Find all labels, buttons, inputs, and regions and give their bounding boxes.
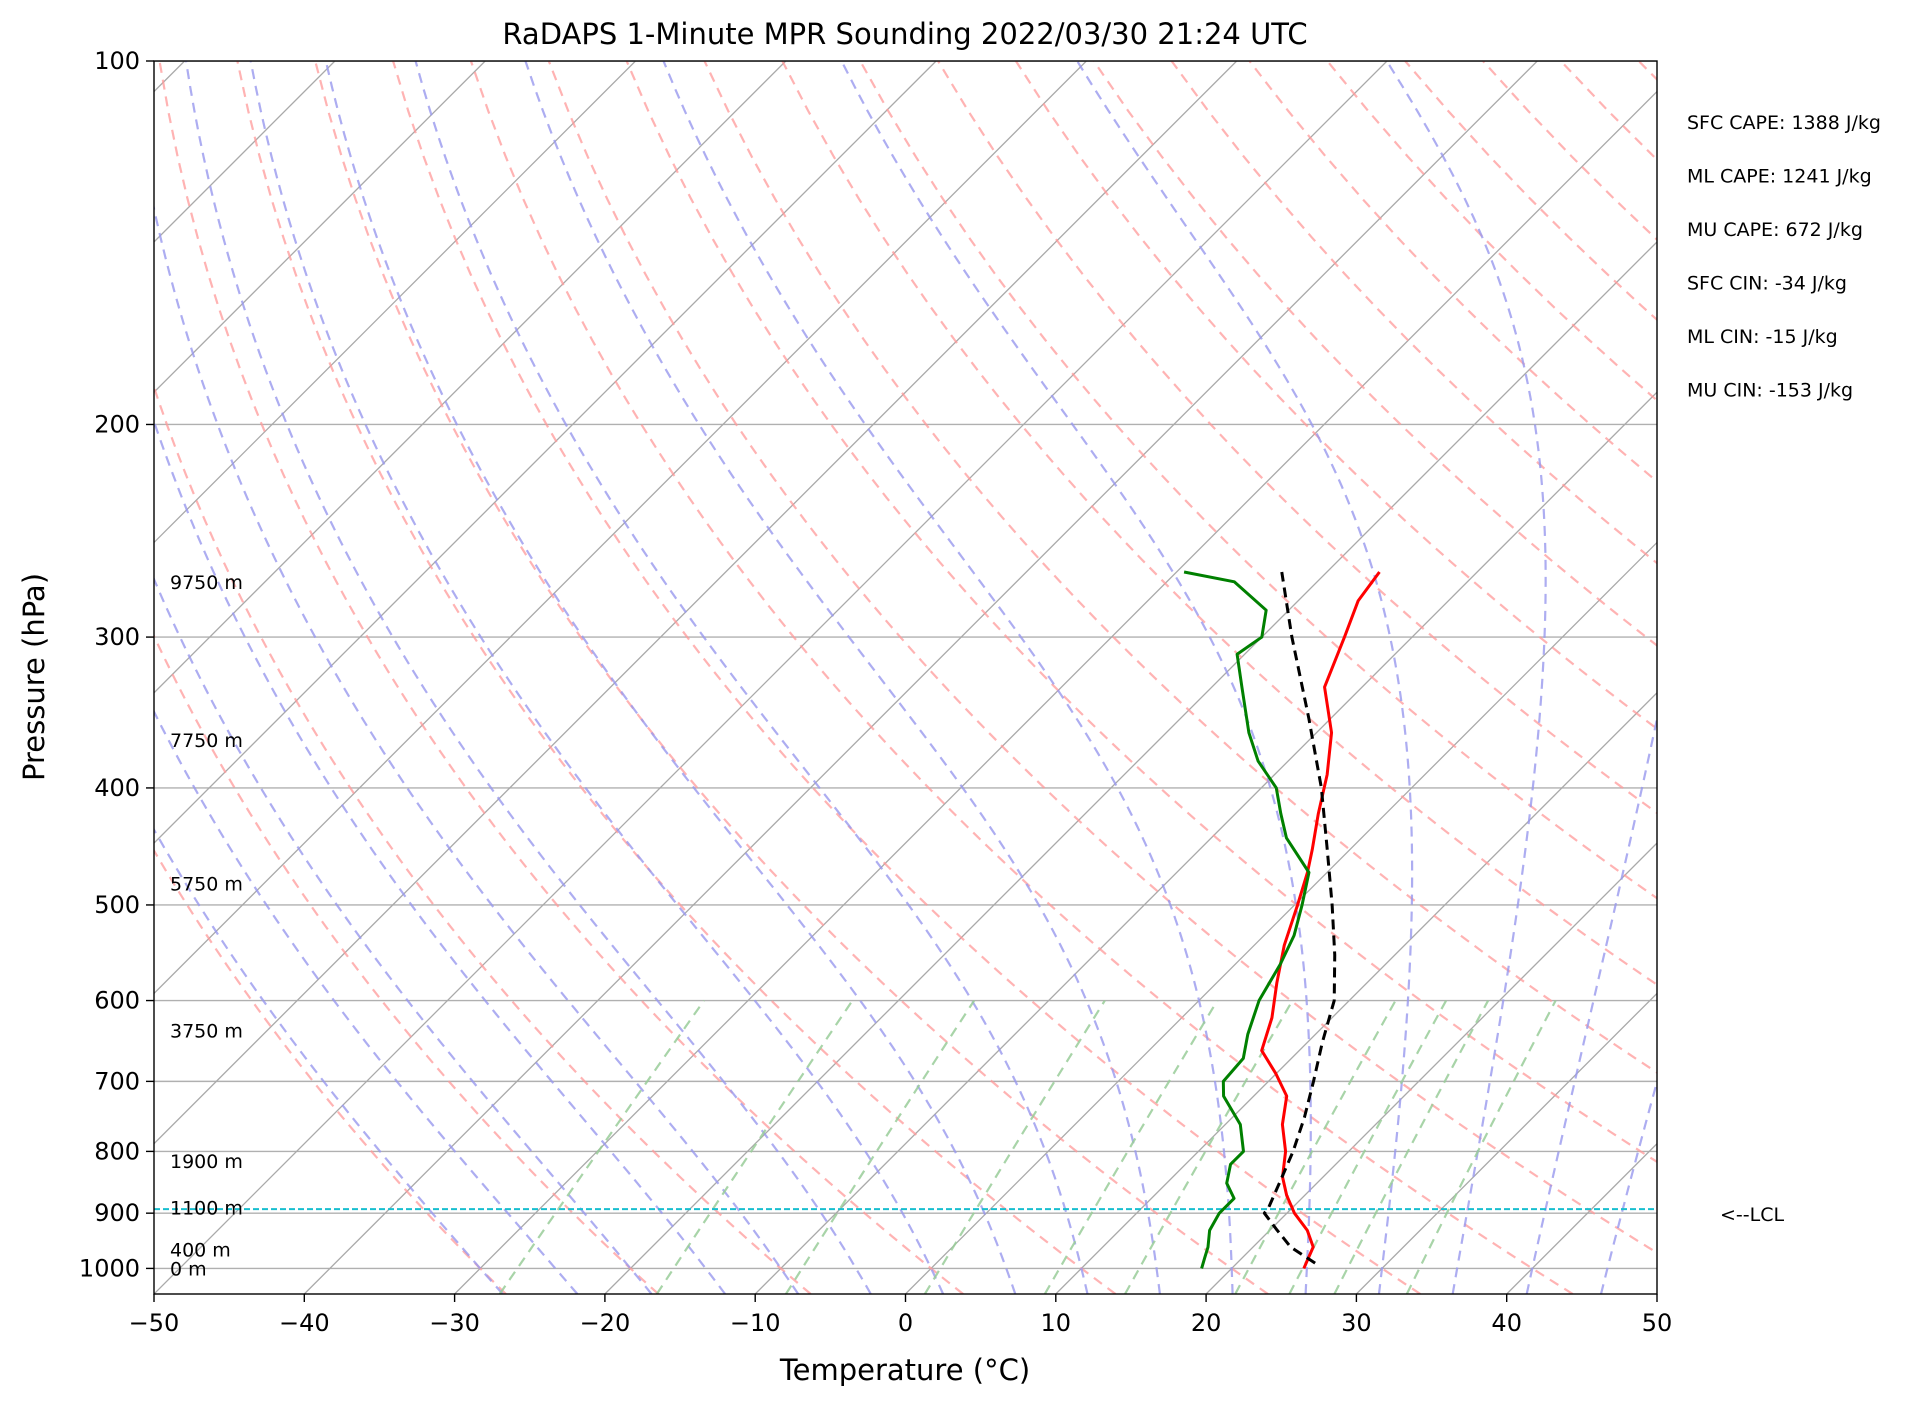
index-label: MU CIN: -153 J/kg xyxy=(1687,380,1853,402)
dry-adiabat-line xyxy=(703,61,1657,1074)
moist-adiabat-line xyxy=(249,61,945,1294)
isotherm-line xyxy=(905,541,1657,1294)
dry-adiabat-line xyxy=(937,61,1657,815)
index-label: SFC CIN: -34 J/kg xyxy=(1687,273,1847,295)
x-tick-label: 50 xyxy=(1642,1309,1673,1337)
axis-ticks: −50 −40 −30 −20 −10 0 10 20 30 40 50 100 200 300 400 50… xyxy=(79,47,1672,1337)
mixing-ratio-line xyxy=(498,999,705,1294)
height-label: 9750 m xyxy=(170,572,243,594)
height-label: 7750 m xyxy=(170,730,243,752)
height-label: 3750 m xyxy=(170,1020,243,1042)
mixing-ratio-line xyxy=(655,999,854,1294)
height-label: 400 m xyxy=(170,1240,231,1262)
y-tick-label: 500 xyxy=(94,891,140,919)
y-tick-label: 200 xyxy=(94,410,140,438)
height-label: 1100 m xyxy=(170,1197,243,1219)
y-tick-label: 700 xyxy=(94,1067,140,1095)
y-axis-label: Pressure (hPa) xyxy=(17,573,51,781)
height-label: 0 m xyxy=(170,1258,207,1280)
y-tick-label: 1000 xyxy=(79,1254,140,1282)
isotherm-line xyxy=(154,61,636,544)
dry-adiabat-line xyxy=(547,61,1657,1255)
x-tick-label: 40 xyxy=(1491,1309,1522,1337)
isotherm-line xyxy=(154,61,787,694)
mixing-ratio-line xyxy=(1234,1000,1397,1294)
x-tick-label: −50 xyxy=(129,1309,180,1337)
mixing-ratio-line xyxy=(1333,1000,1490,1294)
dry-adiabat-line xyxy=(781,61,1657,987)
dry-adiabat-line xyxy=(154,383,812,1294)
chart-title: RaDAPS 1-Minute MPR Sounding 2022/03/30 … xyxy=(502,17,1307,51)
moist-adiabat-line xyxy=(154,203,800,1294)
temperature-profile xyxy=(1260,571,1381,1270)
dry-adiabat-line xyxy=(158,61,964,1294)
dewpoint-profile xyxy=(1183,570,1311,1269)
x-tick-label: −40 xyxy=(279,1309,330,1337)
height-label: 1900 m xyxy=(170,1151,243,1173)
y-tick-label: 400 xyxy=(94,774,140,802)
mixing-ratio-line xyxy=(785,999,976,1294)
isotherm-line xyxy=(1055,691,1657,1294)
lcl-label: <--LCL xyxy=(1720,1204,1784,1226)
y-tick-label: 600 xyxy=(94,987,140,1015)
x-axis-label: Temperature (°C) xyxy=(779,1353,1030,1387)
isotherm-line xyxy=(303,61,1538,1294)
x-tick-label: −20 xyxy=(580,1309,631,1337)
x-tick-label: 30 xyxy=(1341,1309,1372,1337)
isotherm-line xyxy=(154,61,937,845)
index-label: MU CAPE: 672 J/kg xyxy=(1687,219,1863,241)
index-label: ML CAPE: 1241 J/kg xyxy=(1687,166,1872,188)
dry-adiabat-line xyxy=(1092,61,1657,647)
isotherm-line xyxy=(604,240,1657,1294)
x-tick-label: −30 xyxy=(429,1309,480,1337)
moist-adiabat-line xyxy=(154,709,579,1294)
moist-adiabat-line xyxy=(1385,61,1547,1294)
height-label: 5750 m xyxy=(170,874,243,896)
y-tick-label: 900 xyxy=(94,1199,140,1227)
y-tick-label: 800 xyxy=(94,1137,140,1165)
dry-adiabat-line xyxy=(154,848,507,1294)
isotherm-line xyxy=(1205,842,1657,1294)
isotherm-line xyxy=(154,61,1388,1294)
moist-adiabat-line xyxy=(184,61,872,1294)
dry-adiabat-line xyxy=(625,61,1657,1164)
dry-adiabat-line xyxy=(469,61,1574,1294)
mixing-ratio-line xyxy=(1405,1000,1557,1294)
x-tick-label: 20 xyxy=(1191,1309,1222,1337)
isotherm-line xyxy=(154,61,1087,995)
isotherm-line xyxy=(1355,992,1657,1294)
data-layer xyxy=(154,570,1657,1270)
y-tick-label: 300 xyxy=(94,623,140,651)
mixing-ratio-line xyxy=(1124,999,1294,1294)
x-tick-label: 10 xyxy=(1041,1309,1072,1337)
index-label: ML CIN: -15 J/kg xyxy=(1687,326,1838,348)
isotherm-line xyxy=(154,61,486,394)
x-tick-label: 0 xyxy=(898,1309,913,1337)
index-label: SFC CAPE: 1388 J/kg xyxy=(1687,112,1881,134)
isotherm-line xyxy=(454,90,1657,1294)
y-tick-label: 100 xyxy=(94,47,140,75)
parcel-profile xyxy=(1262,571,1337,1265)
dry-adiabat-line xyxy=(154,633,660,1294)
x-tick-label: −10 xyxy=(730,1309,781,1337)
isotherm-line xyxy=(154,61,1238,1145)
